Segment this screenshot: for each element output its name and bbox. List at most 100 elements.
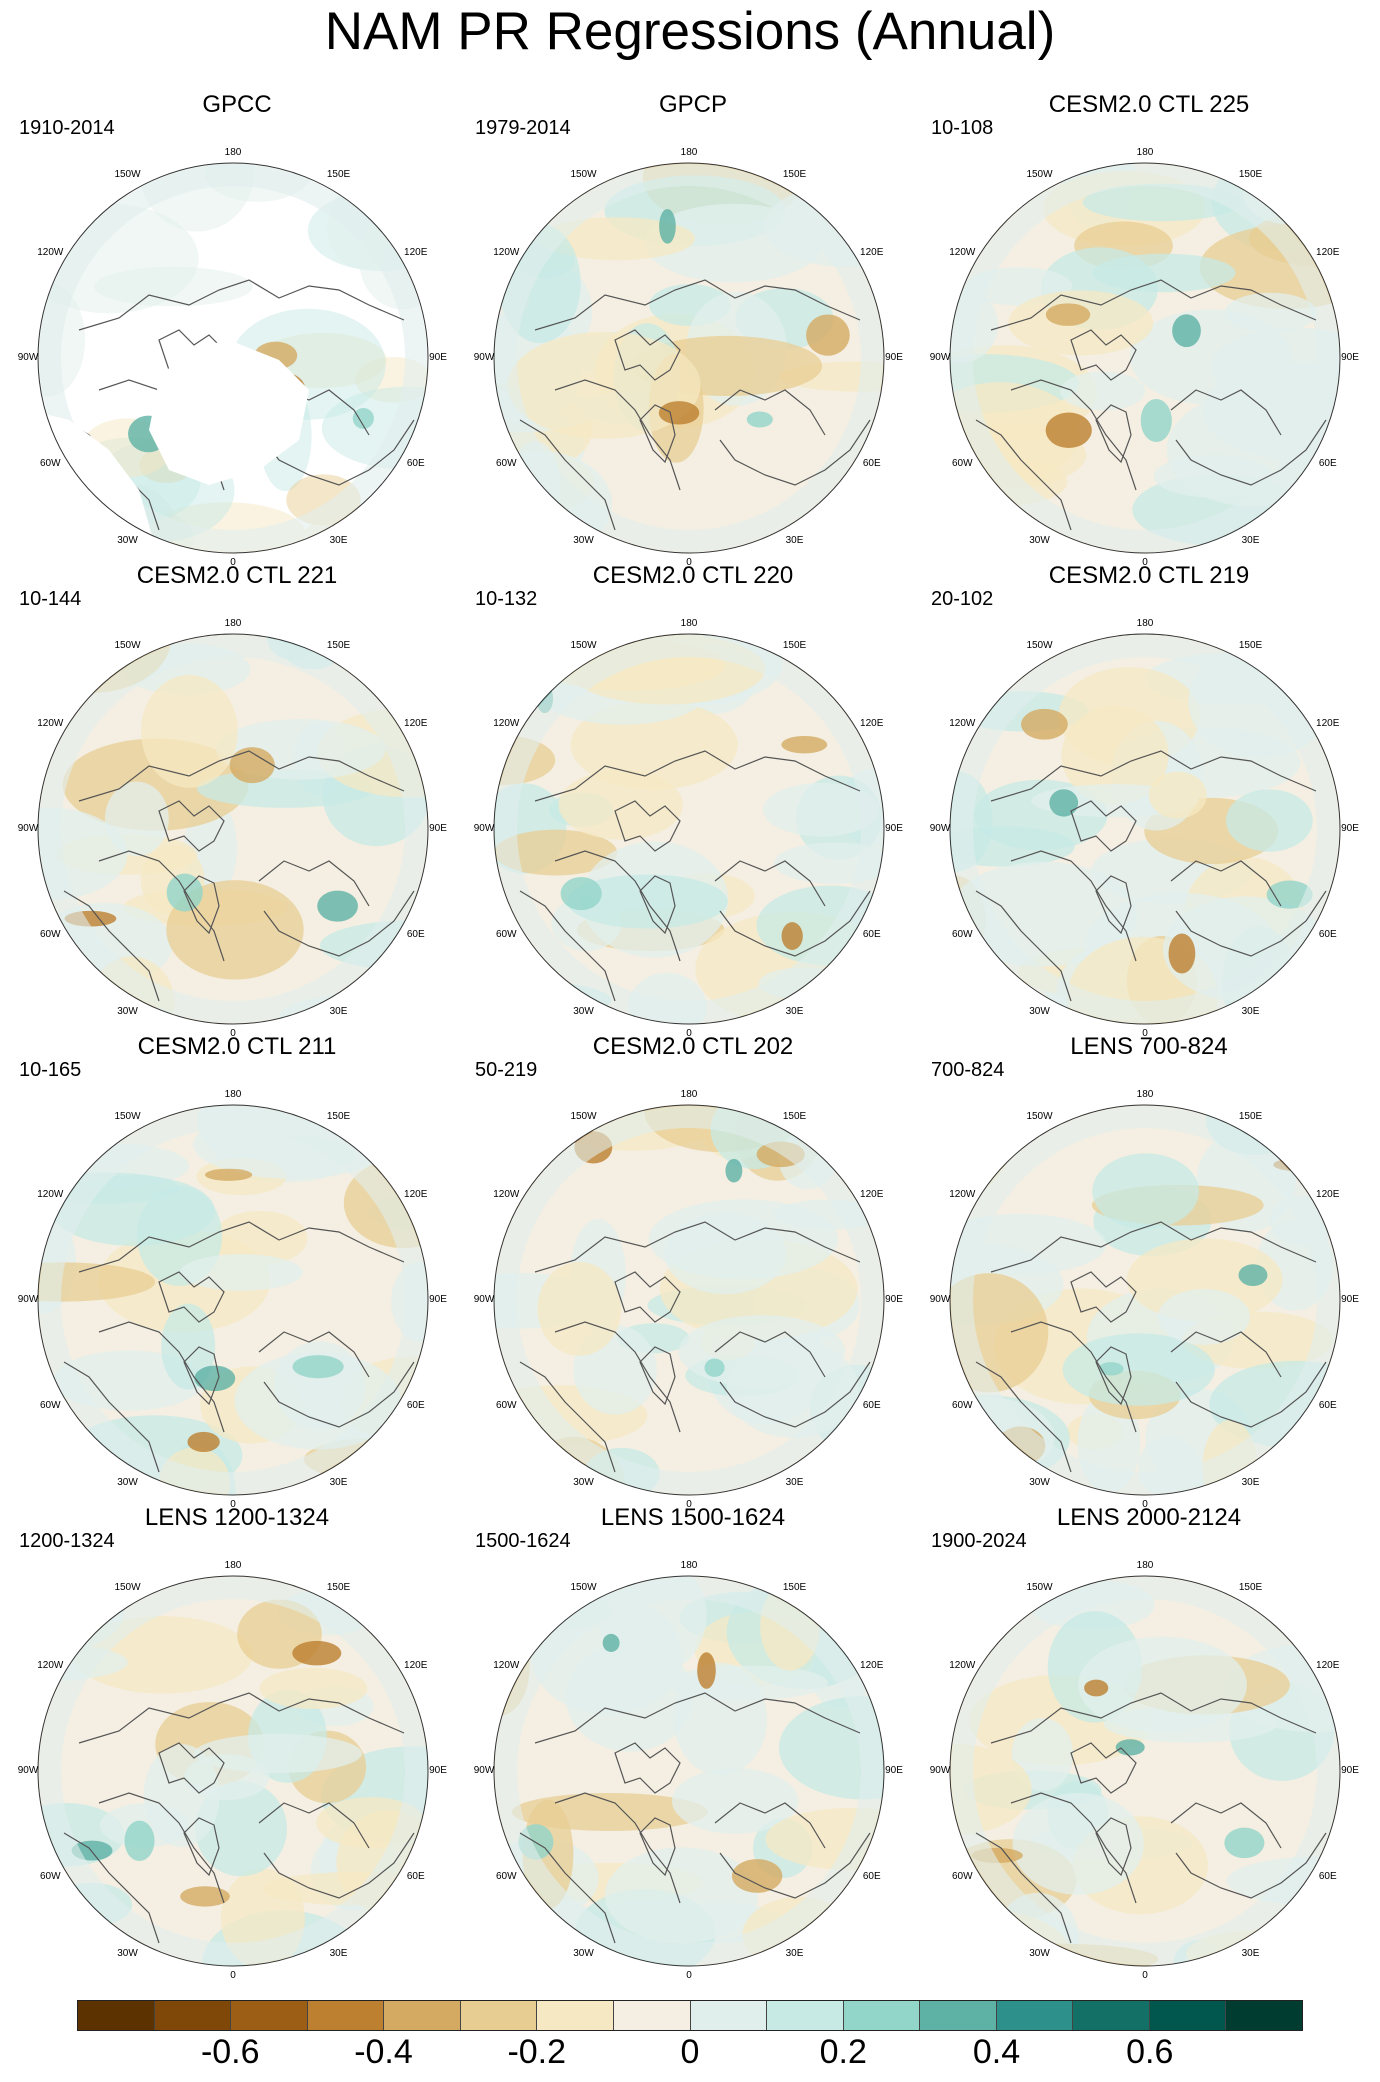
longitude-label: 60E — [406, 1870, 425, 1882]
longitude-label: 60W — [495, 1870, 517, 1882]
longitude-label: 30E — [329, 534, 348, 546]
colorbar-swatch — [690, 2001, 768, 2030]
longitude-label: 120W — [493, 246, 520, 258]
longitude-label: 150E — [782, 1582, 807, 1594]
longitude-label: 90E — [1341, 1294, 1359, 1305]
longitude-label: 60E — [406, 457, 425, 469]
map-panel: CESM2.0 CTL 219 20-102 180 150E 120E 90E 60E 30… — [921, 561, 1377, 1039]
longitude-label: 150W — [570, 169, 597, 181]
longitude-label: 90E — [885, 352, 903, 363]
polar-map — [493, 1104, 885, 1496]
map-panel: CESM2.0 CTL 211 10-165 180 150E 120E 90E 60E 30… — [9, 1032, 465, 1510]
longitude-label: 90W — [17, 823, 39, 834]
polar-map — [37, 1575, 429, 1967]
longitude-label: 150W — [114, 1111, 141, 1123]
map-boundary — [493, 633, 885, 1025]
panel-period-label: 1910-2014 — [19, 117, 115, 139]
colorbar-swatch — [537, 2001, 614, 2030]
longitude-label: 120E — [404, 1188, 428, 1200]
longitude-label: 90W — [17, 352, 39, 363]
longitude-label: 150W — [114, 640, 141, 652]
longitude-label: 120W — [37, 1188, 64, 1200]
longitude-label: 120E — [860, 1659, 884, 1671]
panel-title: LENS 1200-1324 — [144, 1504, 330, 1531]
map-panel: LENS 1500-1624 1500-1624 180 150E 120E 90E 60E… — [465, 1503, 921, 1981]
longitude-label: 120E — [860, 717, 884, 729]
longitude-label: 90W — [929, 823, 951, 834]
longitude-label: 30W — [117, 534, 138, 546]
longitude-label: 30E — [785, 1005, 804, 1017]
colorbar-tick-label: 0 — [680, 2033, 700, 2071]
longitude-label: 30E — [785, 534, 804, 546]
longitude-label: 60E — [1318, 928, 1337, 940]
longitude-label: 60W — [495, 928, 517, 940]
longitude-label: 90E — [429, 823, 447, 834]
longitude-label: 30W — [117, 1947, 138, 1959]
longitude-label: 0 — [230, 1499, 236, 1510]
longitude-label: 60W — [39, 457, 61, 469]
panel-period-label: 1900-2024 — [931, 1530, 1027, 1552]
polar-map — [949, 633, 1341, 1025]
map-boundary — [949, 1104, 1341, 1496]
longitude-label: 120W — [493, 1188, 520, 1200]
longitude-label: 180 — [224, 147, 242, 158]
longitude-label: 120E — [1316, 717, 1340, 729]
longitude-label: 120W — [949, 1188, 976, 1200]
longitude-label: 180 — [680, 1089, 698, 1100]
longitude-label: 90E — [1341, 823, 1359, 834]
colorbar-swatch — [384, 2001, 461, 2030]
longitude-label: 60E — [1318, 1399, 1337, 1411]
map-boundary — [37, 1104, 429, 1496]
longitude-label: 150W — [570, 1111, 597, 1123]
longitude-label: 150E — [326, 1111, 351, 1123]
panel-title: CESM2.0 CTL 219 — [1048, 562, 1250, 589]
longitude-label: 30W — [1029, 1005, 1050, 1017]
longitude-label: 0 — [686, 557, 692, 568]
longitude-label: 120W — [949, 1659, 976, 1671]
longitude-label: 180 — [680, 618, 698, 629]
colorbar-swatch — [231, 2001, 308, 2030]
longitude-label: 30W — [573, 534, 594, 546]
map-boundary — [37, 1575, 429, 1967]
map-panel: GPCP 1979-2014 180 150E 120E 90E 60E 30E 0 30W 60W… — [465, 90, 921, 568]
longitude-label: 150E — [782, 169, 807, 181]
colorbar-swatch — [460, 2001, 538, 2030]
polar-map — [37, 633, 429, 1025]
polar-map — [37, 1104, 429, 1496]
panel-title: LENS 700-824 — [1070, 1033, 1228, 1060]
map-panel: LENS 700-824 700-824 180 150E 120E 90E 60E 30E 0… — [921, 1032, 1377, 1510]
colorbar-tick-label: -0.4 — [354, 2033, 413, 2071]
longitude-label: 30E — [329, 1947, 348, 1959]
longitude-label: 90W — [929, 1294, 951, 1305]
longitude-label: 150W — [1026, 1111, 1053, 1123]
longitude-label: 90W — [17, 1765, 39, 1776]
longitude-label: 0 — [1142, 1499, 1148, 1510]
longitude-label: 120W — [37, 246, 64, 258]
panel-period-label: 700-824 — [931, 1059, 1005, 1081]
longitude-label: 180 — [1136, 1560, 1154, 1571]
longitude-label: 150E — [1238, 640, 1263, 652]
map-boundary — [493, 1575, 885, 1967]
longitude-label: 120W — [949, 246, 976, 258]
longitude-label: 30E — [1241, 534, 1260, 546]
longitude-label: 30E — [785, 1476, 804, 1488]
colorbar-swatch — [843, 2001, 921, 2030]
longitude-label: 60E — [1318, 1870, 1337, 1882]
longitude-label: 150E — [782, 1111, 807, 1123]
longitude-label: 30E — [329, 1005, 348, 1017]
longitude-label: 90W — [929, 1765, 951, 1776]
longitude-label: 90W — [473, 1294, 495, 1305]
longitude-label: 60W — [951, 1399, 973, 1411]
longitude-label: 120E — [860, 246, 884, 258]
map-panel: GPCC 1910-2014 180 150E 120E 90E 60E 30E 0 30W 60W… — [9, 90, 465, 568]
panel-period-label: 10-108 — [931, 117, 994, 139]
longitude-label: 0 — [686, 1028, 692, 1039]
map-boundary — [949, 633, 1341, 1025]
longitude-label: 60W — [951, 928, 973, 940]
panel-title: LENS 1500-1624 — [600, 1504, 786, 1531]
panel-title: CESM2.0 CTL 211 — [137, 1033, 337, 1060]
longitude-label: 0 — [686, 1970, 692, 1981]
panel-period-label: 20-102 — [931, 588, 994, 610]
map-panel: LENS 2000-2124 1900-2024 180 150E 120E 90E 60E… — [921, 1503, 1377, 1981]
map-panel: CESM2.0 CTL 221 10-144 180 150E 120E 90E 60E 30… — [9, 561, 465, 1039]
